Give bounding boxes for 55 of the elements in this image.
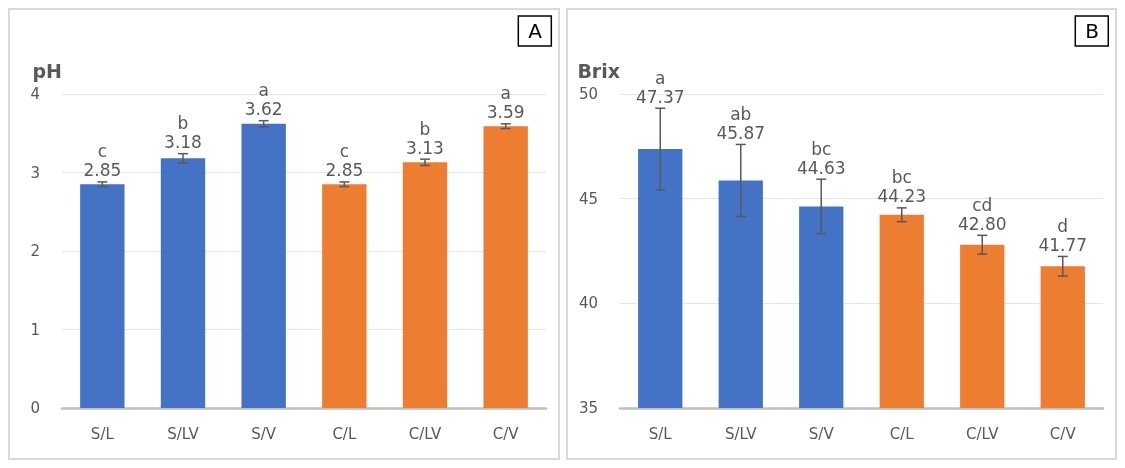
- annotation: ab: [730, 103, 752, 124]
- bar: [80, 184, 125, 408]
- data-label: 3.62: [244, 99, 283, 120]
- data-label: 3.18: [164, 132, 202, 153]
- annotation: d: [1057, 215, 1069, 236]
- data-label: 41.77: [1038, 234, 1088, 255]
- y-tick-label: 45: [578, 189, 598, 208]
- y-tick-label: 2: [30, 242, 40, 260]
- annotation: bc: [891, 167, 912, 188]
- data-label: 2.85: [325, 160, 364, 181]
- x-tick-label: C/V: [492, 424, 520, 443]
- annotation: b: [177, 113, 189, 134]
- y-axis-title: Brix: [577, 59, 620, 82]
- annotation: cd: [972, 194, 993, 215]
- data-label: 3.59: [486, 102, 525, 123]
- x-tick-label: S/L: [648, 424, 673, 443]
- y-tick-label: 35: [578, 399, 598, 417]
- annotation: c: [97, 141, 108, 162]
- chart-title: A: [528, 19, 543, 43]
- y-tick-label: 50: [578, 85, 598, 103]
- data-label: 44.63: [796, 157, 846, 178]
- annotation: a: [500, 83, 511, 104]
- data-label: 3.13: [406, 137, 444, 158]
- y-tick-label: 0: [30, 399, 40, 417]
- x-tick-label: S/V: [251, 424, 277, 443]
- bar: [402, 162, 448, 408]
- annotation: c: [339, 141, 350, 162]
- data-label: 2.85: [83, 160, 122, 181]
- bar: [160, 158, 206, 408]
- data-label: 47.37: [635, 86, 685, 107]
- bar: [483, 126, 528, 408]
- x-tick-label: S/LV: [724, 424, 758, 443]
- annotation: b: [419, 118, 431, 139]
- bar: [241, 123, 286, 408]
- x-tick-label: C/L: [889, 424, 915, 443]
- chart-title: B: [1085, 19, 1100, 43]
- x-tick-label: C/LV: [408, 424, 442, 443]
- bar: [322, 184, 367, 408]
- y-tick-label: 1: [30, 320, 40, 339]
- x-tick-label: C/LV: [966, 424, 1000, 443]
- data-label: 42.80: [957, 213, 1007, 234]
- y-axis-title: pH: [32, 59, 62, 82]
- x-tick-label: S/L: [90, 424, 115, 443]
- text: a: [655, 67, 666, 88]
- x-tick-label: C/V: [1049, 424, 1077, 443]
- y-tick-label: 40: [578, 294, 598, 313]
- y-tick-label: 3: [30, 163, 40, 182]
- data-label: 45.87: [716, 122, 766, 143]
- y-tick-label: 4: [30, 85, 40, 103]
- x-tick-label: C/L: [332, 424, 357, 443]
- x-tick-label: S/LV: [167, 424, 200, 443]
- annotation: a: [258, 80, 269, 101]
- data-label: 44.23: [877, 186, 927, 207]
- annotation: bc: [811, 138, 832, 159]
- x-tick-label: S/V: [808, 424, 835, 443]
